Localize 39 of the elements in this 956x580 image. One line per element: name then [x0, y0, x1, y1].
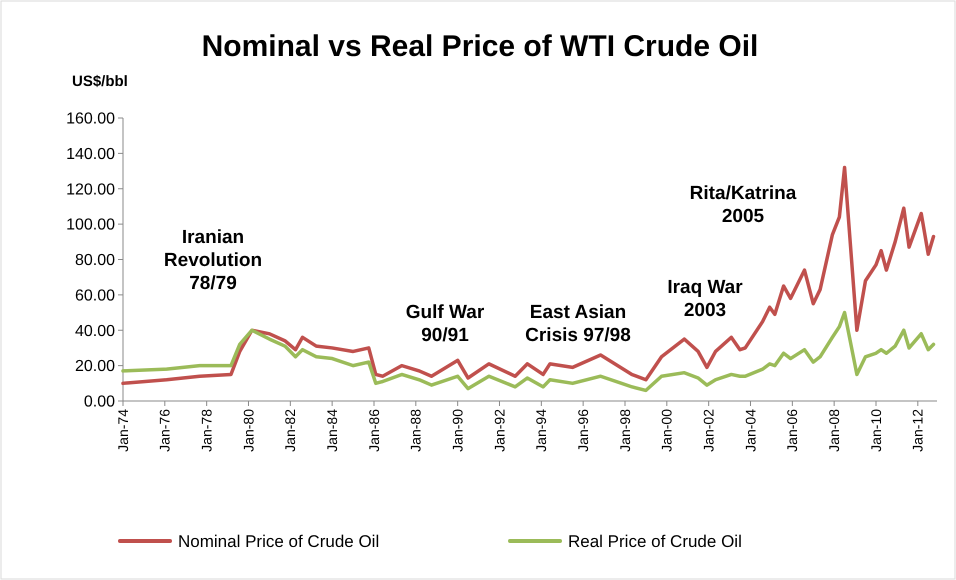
- x-tick-label: Jan-88: [408, 408, 424, 452]
- y-tick-label: 80.00: [74, 252, 116, 270]
- y-tick-label: 40.00: [74, 322, 116, 340]
- x-tick-label: Jan-86: [366, 408, 382, 452]
- legend-label: Nominal Price of Crude Oil: [178, 532, 380, 551]
- x-tick-label: Jan-10: [868, 408, 884, 452]
- annotation: Iraq War 2003: [667, 277, 744, 321]
- chart-title: Nominal vs Real Price of WTI Crude Oil: [202, 30, 758, 63]
- x-tick-label: Jan-92: [491, 408, 508, 452]
- y-tick-label: 100.00: [66, 216, 116, 234]
- x-tick-label: Jan-94: [533, 408, 550, 452]
- x-tick-label: Jan-80: [240, 408, 256, 452]
- x-tick-label: Jan-06: [784, 408, 800, 452]
- x-tick-label: Jan-84: [324, 408, 340, 452]
- annotation: Rita/Katrina 2005: [690, 183, 797, 227]
- legend-label: Real Price of Crude Oil: [568, 532, 742, 551]
- y-tick-label: 160.00: [66, 110, 116, 128]
- x-tick-label: Jan-78: [198, 408, 215, 452]
- line-series: [121, 166, 936, 386]
- x-tick-label: Jan-74: [114, 408, 131, 452]
- annotation: East Asian Crisis 97/98: [525, 302, 631, 346]
- x-tick-label: Jan-08: [826, 408, 842, 452]
- x-tick-label: Jan-12: [910, 408, 926, 452]
- x-tick-label: Jan-96: [575, 408, 592, 452]
- x-tick-label: Jan-00: [658, 408, 675, 452]
- y-tick-label: 120.00: [66, 181, 116, 198]
- y-axis-title: US$/bbl: [72, 73, 128, 90]
- x-tick-label: Jan-02: [700, 408, 717, 452]
- y-tick-label: 20.00: [74, 358, 116, 376]
- x-tick-label: Jan-82: [282, 408, 298, 452]
- y-tick-label: 140.00: [66, 146, 116, 163]
- x-tick-label: Jan-04: [742, 408, 758, 452]
- annotation: Iranian Revolution 78/79: [164, 227, 262, 294]
- x-tick-label: Jan-90: [450, 408, 466, 452]
- x-tick-label: Jan-98: [616, 408, 633, 452]
- y-tick-label: 60.00: [74, 287, 116, 304]
- y-tick-label: 0.00: [84, 394, 116, 411]
- x-tick-label: Jan-76: [156, 408, 173, 452]
- annotation: Gulf War 90/91: [406, 302, 485, 346]
